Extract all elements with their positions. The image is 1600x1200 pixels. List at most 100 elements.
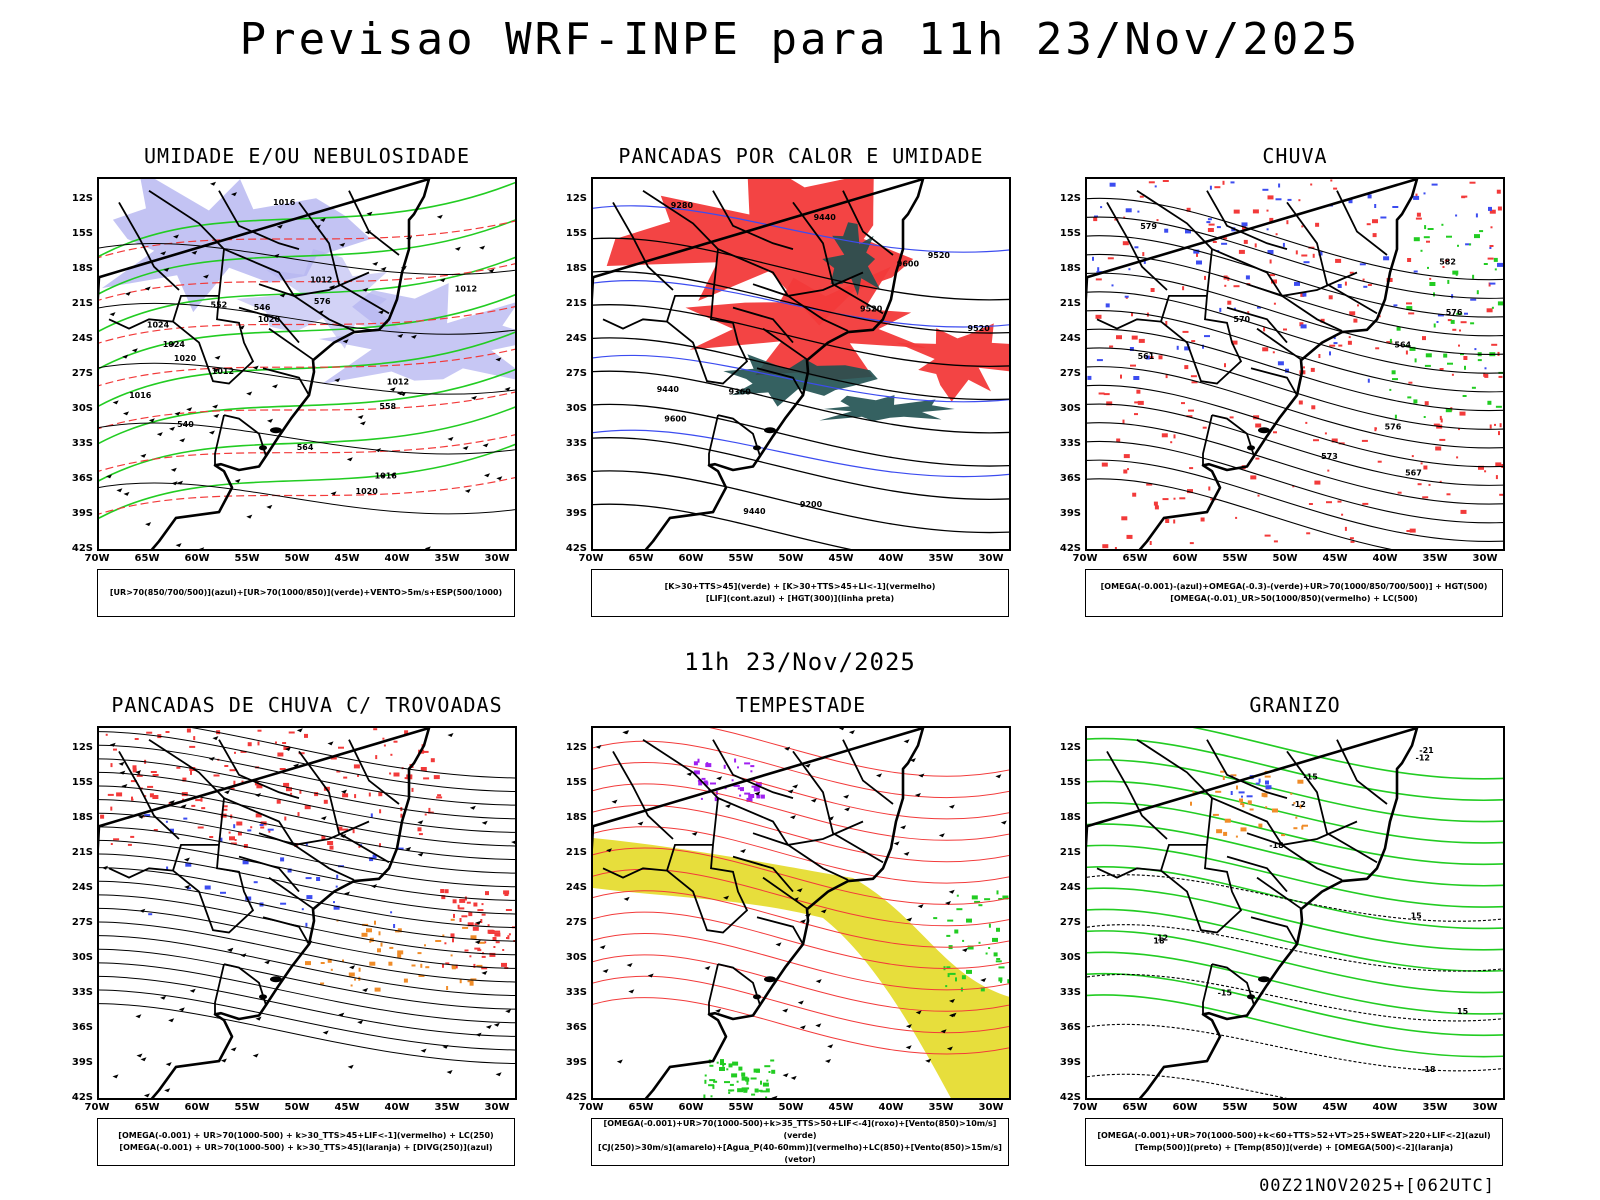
latitude-tick: 27S	[71, 917, 93, 928]
contour-label: 1020	[258, 315, 281, 324]
longitude-tick: 70W	[84, 1102, 110, 1113]
contour-label: -12	[1291, 800, 1305, 809]
legend-line: [OMEGA(-0.001)+UR>70(1000-500)+k<60+TTS>…	[1097, 1131, 1491, 1140]
longitude-tick: 65W	[1122, 1102, 1148, 1113]
longitude-axis: 70W 65W 60W 55W 50W 45W 40W 35W 30W	[1073, 553, 1505, 567]
map-area	[591, 726, 1011, 1100]
latitude-tick: 42S	[565, 543, 587, 554]
latitude-tick: 30S	[565, 403, 587, 414]
map-area: 1012 1012 1016 1020 1012 1016 1012 1016 1020 1024…	[97, 177, 517, 551]
legend-box: [UR>70(850/700/500)](azul)+[UR>70(1000/8…	[97, 569, 515, 617]
latitude-tick: 42S	[1059, 1092, 1081, 1103]
latitude-tick: 30S	[565, 952, 587, 963]
latitude-tick: 24S	[565, 333, 587, 344]
longitude-tick: 40W	[878, 553, 904, 564]
latitude-tick: 39S	[1059, 1057, 1081, 1068]
latitude-tick: 42S	[71, 1092, 93, 1103]
panel-title: TEMPESTADE	[735, 693, 867, 717]
latitude-tick: 12S	[565, 193, 587, 204]
longitude-tick: 65W	[134, 1102, 160, 1113]
longitude-tick: 60W	[678, 1102, 704, 1113]
latitude-tick: 33S	[71, 987, 93, 998]
contour-label: -15	[1303, 772, 1318, 781]
map-svg: 1012 1012 1016 1020 1012 1016 1012 1016 1020 1024…	[99, 179, 515, 549]
latitude-tick: 36S	[71, 1022, 93, 1033]
legend-line: [OMEGA(-0.001) + UR>70(1000-500) + k>30_…	[119, 1143, 493, 1152]
latitude-tick: 24S	[1059, 882, 1081, 893]
contour-label: 9520	[928, 251, 951, 260]
contour-label: 576	[314, 297, 331, 306]
longitude-axis: 70W 65W 60W 55W 50W 45W 40W 35W 30W	[1073, 1102, 1505, 1116]
longitude-tick: 50W	[284, 553, 310, 564]
latitude-tick: 42S	[565, 1092, 587, 1103]
longitude-tick: 30W	[1472, 1102, 1498, 1113]
latitude-tick: 39S	[565, 1057, 587, 1068]
contour-label: 573	[1321, 452, 1338, 461]
contour-label: -12	[1416, 753, 1430, 762]
contour-label: 567	[1405, 469, 1422, 478]
panel-title: CHUVA	[1262, 144, 1328, 168]
map-svg: 9600 9600 9520 9520 9520 9440 9440 9360 9280 9200…	[593, 179, 1009, 549]
latitude-tick: 39S	[565, 508, 587, 519]
longitude-tick: 45W	[828, 1102, 854, 1113]
contour-label: 15	[1457, 1007, 1469, 1016]
contour-label: 15	[1411, 912, 1423, 921]
legend-line: [OMEGA(-0.001)-(azul)+OMEGA(-0.3)-(verde…	[1100, 582, 1488, 591]
longitude-tick: 45W	[1322, 553, 1348, 564]
contour-label: 1024	[163, 340, 186, 349]
contour-label: 576	[1385, 423, 1402, 432]
legend-box: [OMEGA(-0.001)+UR>70(1000-500)+k>35_TTS>…	[591, 1118, 1009, 1166]
panel-title: PANCADAS POR CALOR E UMIDADE	[618, 144, 984, 168]
longitude-tick: 35W	[434, 553, 460, 564]
longitude-tick: 55W	[234, 553, 260, 564]
latitude-tick: 24S	[71, 333, 93, 344]
main-title: Previsao WRF-INPE para 11h 23/Nov/2025	[239, 14, 1361, 65]
legend-line: [LIF](cont.azul) + [HGT(300)](linha pret…	[705, 594, 895, 603]
latitude-tick: 12S	[565, 742, 587, 753]
latitude-tick: 30S	[1059, 952, 1081, 963]
latitude-tick: 21S	[71, 298, 93, 309]
contour-label: 9440	[657, 385, 680, 394]
latitude-tick: 18S	[565, 812, 587, 823]
latitude-tick: 33S	[1059, 987, 1081, 998]
map-svg	[593, 728, 1009, 1098]
map-area	[97, 726, 517, 1100]
latitude-tick: 39S	[71, 1057, 93, 1068]
latitude-tick: 27S	[1059, 917, 1081, 928]
latitude-tick: 15S	[71, 228, 93, 239]
latitude-tick: 33S	[1059, 438, 1081, 449]
longitude-tick: 50W	[1272, 1102, 1298, 1113]
map-area: 582 579 576 576 573 570 567 564 561	[1085, 177, 1505, 551]
latitude-tick: 12S	[71, 193, 93, 204]
map-svg: 582 579 576 576 573 570 567 564 561	[1087, 179, 1503, 549]
longitude-tick: 55W	[728, 1102, 754, 1113]
latitude-axis: 12S 15S 18S 21S 24S 27S 30S 33S 36S 39S 42S	[553, 726, 587, 1103]
longitude-tick: 60W	[184, 553, 210, 564]
longitude-tick: 65W	[1122, 553, 1148, 564]
longitude-tick: 30W	[484, 553, 510, 564]
contour-label: 1012	[212, 367, 234, 376]
longitude-tick: 30W	[978, 553, 1004, 564]
latitude-tick: 15S	[71, 777, 93, 788]
longitude-tick: 55W	[1222, 1102, 1248, 1113]
longitude-tick: 40W	[1372, 553, 1398, 564]
longitude-axis: 70W 65W 60W 55W 50W 45W 40W 35W 30W	[85, 1102, 517, 1116]
contour-label: 9520	[968, 324, 991, 333]
legend-line: [K>30+TTS>45](verde) + [K>30+TTS>45+LI<-…	[664, 582, 936, 591]
contour-label: -21	[1419, 746, 1434, 755]
latitude-tick: 39S	[71, 508, 93, 519]
latitude-tick: 27S	[71, 368, 93, 379]
contour-label: 1012	[310, 275, 332, 284]
latitude-tick: 36S	[71, 473, 93, 484]
longitude-tick: 70W	[1072, 553, 1098, 564]
map-area: 9600 9600 9520 9520 9520 9440 9440 9360 9280 9200…	[591, 177, 1011, 551]
longitude-tick: 60W	[1172, 553, 1198, 564]
latitude-tick: 42S	[71, 543, 93, 554]
longitude-tick: 60W	[1172, 1102, 1198, 1113]
forecast-time-label: 11h 23/Nov/2025	[684, 648, 916, 676]
longitude-tick: 65W	[628, 1102, 654, 1113]
contour-label: -15	[1218, 988, 1233, 997]
legend-box: [OMEGA(-0.001)-(azul)+OMEGA(-0.3)-(verde…	[1085, 569, 1503, 617]
longitude-axis: 70W 65W 60W 55W 50W 45W 40W 35W 30W	[579, 1102, 1011, 1116]
